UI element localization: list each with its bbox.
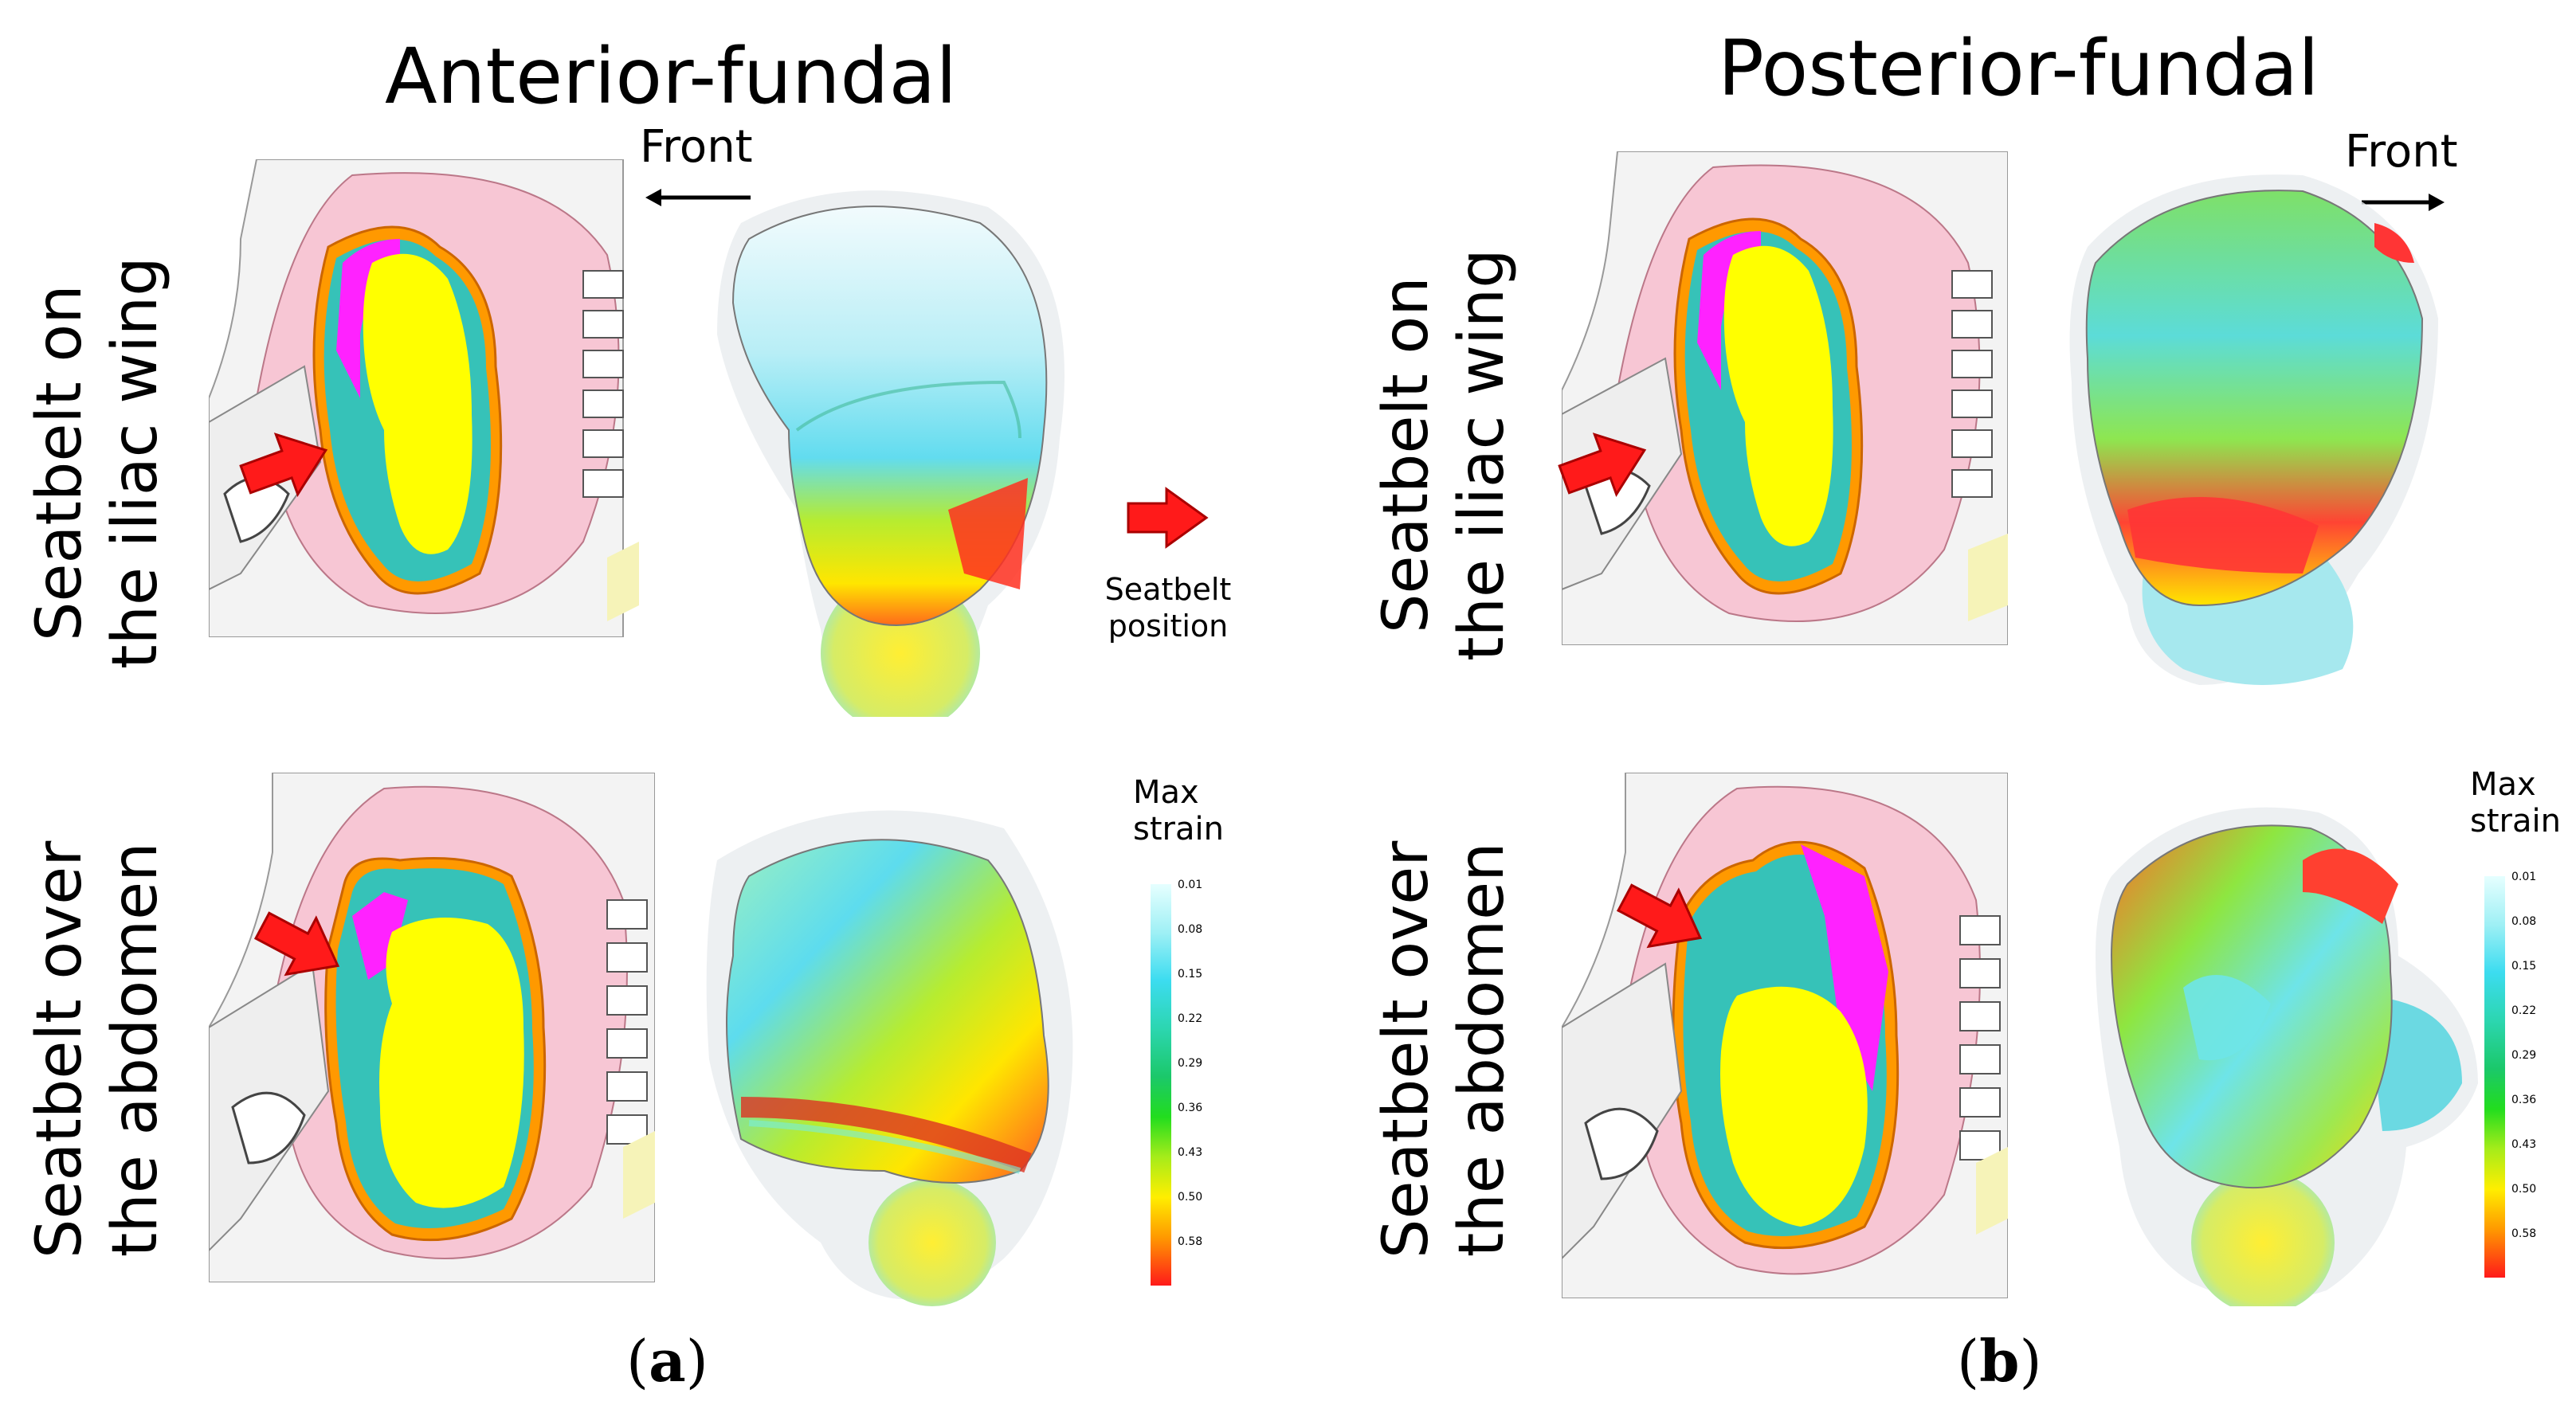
panel-label-letter: b — [1979, 1327, 2020, 1395]
uterus-strain-map-a-abdomen — [706, 810, 1073, 1306]
row-label-a-iliac: Seatbelt on the iliac wing — [22, 256, 174, 669]
strain-tick: 0.15 — [1178, 968, 1203, 981]
panel-b-title: Posterior-fundal — [1718, 24, 2319, 113]
front-arrow-right-icon — [2362, 194, 2445, 211]
strain-tick: 0.43 — [1178, 1146, 1203, 1159]
strain-legend-title-b: Max strain — [2470, 766, 2561, 840]
row-label-line: the abdomen — [100, 842, 172, 1258]
strain-tick: 0.50 — [1178, 1191, 1203, 1204]
strain-tick: 0.50 — [2511, 1183, 2537, 1196]
cross-section-a-iliac — [209, 159, 639, 637]
strain-tick: 0.08 — [1178, 923, 1203, 936]
seatbelt-arrow-icon — [239, 433, 328, 497]
strain-tick: 0.22 — [2511, 1004, 2537, 1017]
strain-tick: 0.01 — [1178, 879, 1203, 891]
row-label-a-abdomen: Seatbelt over the abdomen — [22, 841, 174, 1258]
seatbelt-legend-arrow-icon — [1127, 487, 1209, 549]
row-label-line: Seatbelt on — [1370, 276, 1442, 633]
panel-label-a: (a) — [626, 1327, 708, 1395]
panel-label-letter: a — [649, 1327, 686, 1395]
strain-tick: 0.29 — [2511, 1049, 2537, 1062]
row-label-line: Seatbelt on — [24, 284, 96, 641]
row-label-b-iliac: Seatbelt on the iliac wing — [1369, 249, 1520, 661]
strain-ticks-b: 0.01 0.08 0.15 0.22 0.29 0.36 0.43 0.50 … — [2511, 871, 2559, 1286]
row-label-line: Seatbelt over — [24, 840, 96, 1258]
seatbelt-arrow-icon — [1558, 433, 1647, 497]
panel-label-paren: ( — [626, 1328, 649, 1395]
strain-legend-title-a: Max strain — [1133, 774, 1224, 847]
strain-tick: 0.43 — [2511, 1138, 2537, 1151]
strain-tick: 0.58 — [2511, 1227, 2537, 1240]
row-label-line: the iliac wing — [100, 256, 172, 669]
row-label-line: the abdomen — [1446, 842, 1519, 1258]
front-label-b: Front — [2345, 126, 2458, 178]
front-arrow-left-icon — [645, 189, 751, 206]
strain-tick: 0.36 — [2511, 1094, 2537, 1106]
cross-section-a-abdomen — [209, 773, 655, 1282]
strain-legend-title-line: Max — [2470, 766, 2536, 803]
strain-tick: 0.29 — [1178, 1057, 1203, 1070]
seatbelt-legend-line: Seatbelt — [1104, 572, 1232, 607]
panel-label-paren: ( — [1957, 1328, 1980, 1395]
row-label-b-abdomen: Seatbelt over the abdomen — [1369, 841, 1520, 1258]
strain-ticks-a: 0.01 0.08 0.15 0.22 0.29 0.36 0.43 0.50 … — [1178, 879, 1225, 1294]
cross-section-b-iliac — [1562, 151, 2008, 645]
strain-tick: 0.08 — [2511, 915, 2537, 928]
row-label-line: the iliac wing — [1446, 249, 1519, 661]
strain-tick: 0.15 — [2511, 960, 2537, 973]
front-label-a: Front — [640, 121, 753, 173]
panel-a-title: Anterior-fundal — [385, 32, 957, 121]
panel-label-b: (b) — [1957, 1327, 2042, 1395]
strain-colorbar-b — [2484, 876, 2505, 1278]
strain-legend-title-line: strain — [1133, 811, 1224, 847]
strain-tick: 0.01 — [2511, 871, 2537, 883]
uterus-strain-map-a-iliac — [717, 190, 1065, 717]
seatbelt-arrow-icon — [1616, 883, 1703, 949]
panel-label-paren: ) — [2019, 1328, 2042, 1395]
seatbelt-legend-caption: Seatbelt position — [1096, 572, 1240, 644]
cross-section-b-abdomen — [1562, 773, 2008, 1298]
panel-label-paren: ) — [685, 1328, 708, 1395]
seatbelt-legend-line: position — [1108, 608, 1229, 644]
uterus-strain-map-b-abdomen — [2096, 807, 2478, 1306]
strain-tick: 0.22 — [1178, 1012, 1203, 1025]
strain-tick: 0.36 — [1178, 1102, 1203, 1114]
row-label-line: Seatbelt over — [1370, 840, 1442, 1258]
uterus-strain-map-b-iliac — [2069, 174, 2438, 685]
strain-colorbar-a — [1151, 884, 1171, 1286]
seatbelt-arrow-icon — [253, 911, 340, 977]
strain-legend-title-line: strain — [2470, 803, 2561, 840]
strain-tick: 0.58 — [1178, 1235, 1203, 1248]
strain-legend-title-line: Max — [1133, 774, 1199, 811]
